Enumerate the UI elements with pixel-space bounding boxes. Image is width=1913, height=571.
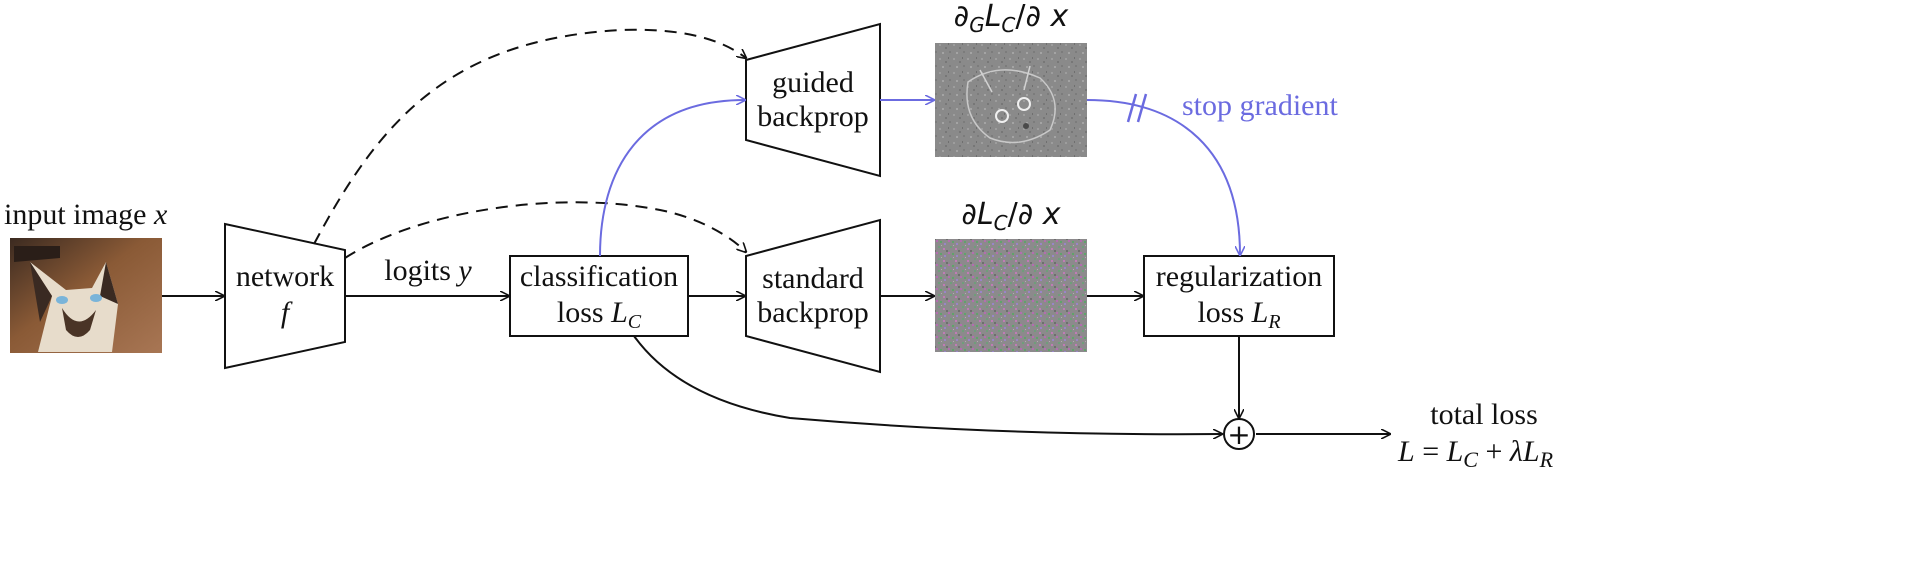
- dashed-edge-network-to-standard: [344, 201, 746, 259]
- classification-label: classification: [520, 260, 678, 293]
- regularization-label: regularization: [1156, 260, 1323, 293]
- sum-node: [1223, 418, 1255, 450]
- network-block: [224, 222, 346, 370]
- stop-gradient-label: stop gradient: [1182, 89, 1338, 122]
- guided-backprop-block: [745, 22, 881, 178]
- standard-label: standard: [762, 262, 864, 295]
- edge-classification-to-sum: [633, 335, 1222, 434]
- stop-gradient-tick-marks: [1126, 93, 1148, 123]
- guided-label: guided: [772, 66, 854, 99]
- input-image-thumbnail: [10, 238, 162, 353]
- total-loss-label: total loss: [1430, 398, 1538, 431]
- standard-backprop-label: backprop: [757, 296, 869, 329]
- total-loss-equation: L = LC + λLR: [1397, 435, 1554, 472]
- sum-symbol: +: [1227, 418, 1250, 451]
- standard-gradient-image: [935, 239, 1087, 352]
- input-image-label: input image x: [4, 198, 168, 231]
- blue-edge-gradient-to-regularization: [1086, 99, 1240, 255]
- standard-backprop-block: [745, 218, 881, 374]
- network-label: network: [236, 260, 334, 293]
- regularization-loss-symbol: loss LR: [1197, 296, 1280, 333]
- logits-label: logits y: [384, 254, 472, 287]
- dashed-edge-network-to-guided: [313, 28, 746, 245]
- guided-gradient-label: ∂GLC/∂ x: [954, 0, 1069, 37]
- blue-edge-classification-to-guided: [599, 100, 745, 257]
- guided-gradient-image: [935, 43, 1087, 157]
- guided-backprop-label: backprop: [757, 100, 869, 133]
- standard-gradient-label: ∂LC/∂ x: [961, 197, 1060, 235]
- classification-loss-symbol: loss LC: [557, 296, 642, 333]
